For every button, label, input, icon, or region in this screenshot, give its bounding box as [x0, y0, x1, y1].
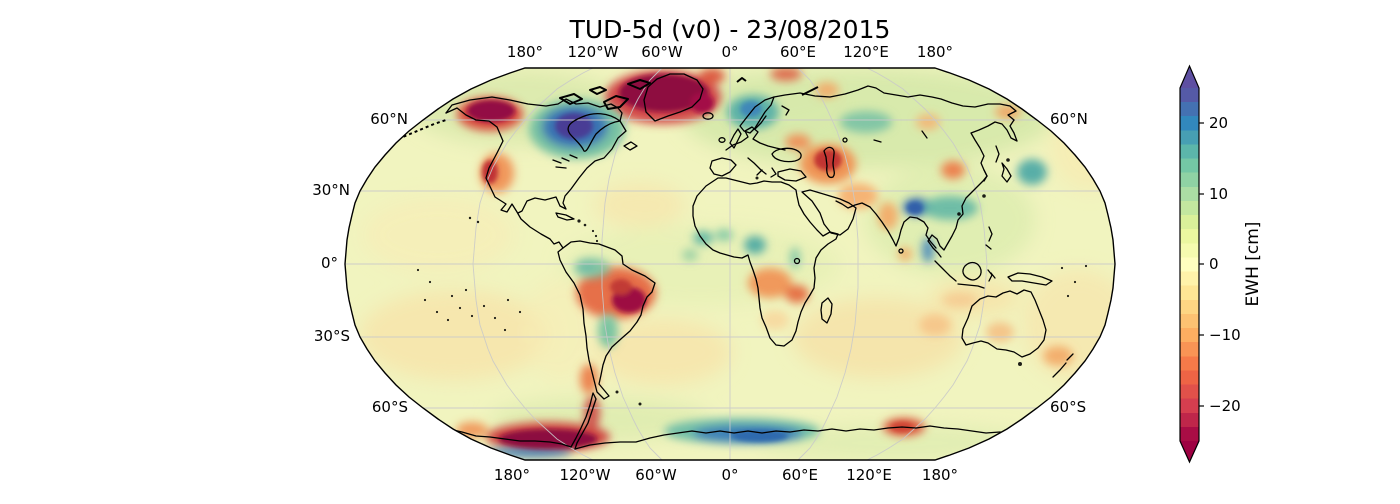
lon-tick-label: 180°: [922, 466, 958, 484]
lon-tick-label: 180°: [507, 43, 543, 61]
colorbar: 20 10 0 −10 −20 EWH [cm]: [1179, 64, 1263, 464]
colorbar-tick-label: 20: [1209, 114, 1228, 132]
lon-tick-label: 60°E: [782, 466, 818, 484]
colorbar-tickmarks: [1199, 122, 1204, 407]
lon-tick-label: 120°E: [846, 466, 892, 484]
map-boundary: [344, 67, 1116, 461]
colorbar-tick-labels: 20 10 0 −10 −20: [1209, 114, 1241, 415]
colorbar-arrow-bottom: [1180, 441, 1199, 462]
lon-tick-label: 180°: [494, 466, 530, 484]
lon-labels-top: 180° 120°W 60°W 0° 60°E 120°E 180°: [507, 43, 953, 61]
world-map: [344, 67, 1116, 461]
lon-tick-label: 60°W: [641, 43, 683, 61]
colorbar-tick-label: −20: [1209, 397, 1241, 415]
coastlines: [397, 73, 1088, 450]
lat-tick-label: 0°: [321, 254, 338, 272]
colorbar-gradient: [1180, 88, 1199, 441]
lon-tick-label: 60°W: [635, 466, 677, 484]
colorbar-axis-label: EWH [cm]: [1243, 222, 1263, 307]
lat-labels-right: 60°N 60°S: [1050, 110, 1088, 416]
colorbar-tick-label: 0: [1209, 255, 1219, 273]
island-specks: [416, 216, 1088, 332]
lon-tick-label: 120°W: [568, 43, 619, 61]
lat-tick-label: 30°N: [312, 181, 350, 199]
lat-tick-label: 30°S: [314, 327, 350, 345]
colorbar-tick-label: −10: [1209, 326, 1241, 344]
lat-labels-left: 60°N 30°N 0° 30°S 60°S: [312, 110, 408, 416]
lon-labels-bottom: 180° 120°W 60°W 0° 60°E 120°E 180°: [494, 466, 958, 484]
ewh-field: [345, 68, 1115, 460]
lat-tick-label: 60°N: [1050, 110, 1088, 128]
anomaly-cores: [467, 74, 923, 449]
plot-title: TUD-5d (v0) - 23/08/2015: [569, 15, 891, 44]
colorbar-outline: [1179, 64, 1200, 464]
colorbar-arrow-top: [1180, 66, 1199, 88]
colorbar-tick-label: 10: [1209, 185, 1228, 203]
lon-tick-label: 120°E: [843, 43, 889, 61]
lon-tick-label: 120°W: [560, 466, 611, 484]
lon-tick-label: 60°E: [780, 43, 816, 61]
lon-tick-label: 180°: [917, 43, 953, 61]
graticule: [345, 68, 1115, 460]
lon-tick-label: 0°: [721, 466, 738, 484]
lat-tick-label: 60°S: [372, 398, 408, 416]
lon-tick-label: 0°: [721, 43, 738, 61]
lat-tick-label: 60°S: [1050, 398, 1086, 416]
lat-tick-label: 60°N: [370, 110, 408, 128]
